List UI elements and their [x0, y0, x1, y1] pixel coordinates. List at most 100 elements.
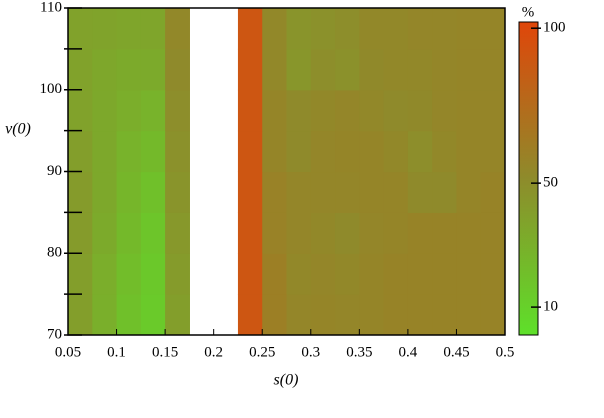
- colorbar-tick-label: 50: [543, 175, 558, 191]
- contour-cell: [407, 212, 433, 254]
- contour-cell: [432, 130, 458, 173]
- contour-cell: [359, 130, 385, 173]
- contour-cell: [456, 89, 482, 132]
- contour-cell: [310, 171, 336, 213]
- contour-cell: [335, 48, 360, 91]
- contour-field: [68, 8, 505, 335]
- contour-cell: [92, 294, 118, 335]
- contour-cell: [68, 48, 93, 91]
- contour-cell: [237, 253, 263, 295]
- y-axis-label: v(0): [5, 121, 31, 138]
- contour-cell: [140, 8, 166, 50]
- contour-cell: [407, 48, 433, 91]
- contour-cell: [456, 171, 482, 213]
- contour-cell: [432, 294, 458, 335]
- contour-cell: [286, 212, 312, 254]
- contour-cell: [237, 130, 263, 173]
- contour-cell: [359, 212, 385, 254]
- contour-cell: [432, 253, 458, 295]
- contour-cell: [480, 294, 505, 335]
- contour-cell: [140, 89, 166, 132]
- x-tick-label: 0.5: [496, 344, 515, 360]
- contour-cell: [335, 212, 360, 254]
- contour-cell: [140, 171, 166, 213]
- colorbar-tick-label: 10: [543, 299, 558, 315]
- contour-cell: [310, 8, 336, 50]
- contour-cell: [335, 130, 360, 173]
- contour-cell: [310, 48, 336, 91]
- contour-cell: [262, 89, 288, 132]
- contour-cell: [68, 294, 93, 335]
- contour-cell: [165, 212, 190, 254]
- contour-cell: [335, 171, 360, 213]
- contour-cell: [116, 294, 142, 335]
- contour-cell: [92, 89, 118, 132]
- contour-cell: [165, 253, 190, 295]
- contour-cell: [432, 89, 458, 132]
- contour-cell: [407, 253, 433, 295]
- colorbar: [518, 21, 539, 336]
- contour-cell: [432, 8, 458, 50]
- contour-cell: [165, 171, 190, 213]
- contour-cell: [286, 171, 312, 213]
- contour-cell: [140, 130, 166, 173]
- x-tick-label: 0.05: [55, 344, 81, 360]
- x-tick-label: 0.15: [152, 344, 178, 360]
- contour-cell: [92, 48, 118, 91]
- contour-cell: [456, 48, 482, 91]
- contour-cell: [262, 212, 288, 254]
- contour-cell: [383, 294, 409, 335]
- contour-cell: [68, 171, 93, 213]
- contour-cell: [116, 48, 142, 91]
- x-tick-label: 0.45: [443, 344, 469, 360]
- contour-cell: [262, 253, 288, 295]
- contour-cell: [262, 171, 288, 213]
- contour-cell: [456, 8, 482, 50]
- contour-cell: [359, 253, 385, 295]
- contour-cell: [310, 294, 336, 335]
- contour-cell: [140, 48, 166, 91]
- contour-cell: [407, 130, 433, 173]
- contour-cell: [92, 212, 118, 254]
- contour-cell: [407, 89, 433, 132]
- contour-cell: [432, 48, 458, 91]
- contour-cell: [480, 48, 505, 91]
- contour-cell: [359, 89, 385, 132]
- contour-cell: [286, 253, 312, 295]
- contour-cell: [165, 294, 190, 335]
- x-tick-label: 0.25: [249, 344, 275, 360]
- contour-cell: [480, 171, 505, 213]
- contour-cell: [456, 212, 482, 254]
- contour-cell: [140, 212, 166, 254]
- contour-cell: [407, 171, 433, 213]
- contour-cell: [335, 253, 360, 295]
- contour-cell: [68, 8, 93, 50]
- contour-cell: [480, 89, 505, 132]
- contour-cell: [383, 89, 409, 132]
- contour-cell: [456, 253, 482, 295]
- contour-cell: [68, 130, 93, 173]
- contour-cell: [480, 8, 505, 50]
- contour-cell: [480, 130, 505, 173]
- contour-cell: [359, 48, 385, 91]
- contour-cell: [116, 253, 142, 295]
- contour-cell: [310, 212, 336, 254]
- y-tick-label: 100: [40, 81, 63, 97]
- contour-cell: [383, 212, 409, 254]
- contour-cell: [286, 294, 312, 335]
- contour-cell: [165, 8, 190, 50]
- contour-cell: [359, 171, 385, 213]
- contour-cell: [68, 253, 93, 295]
- contour-cell: [407, 294, 433, 335]
- contour-cell: [237, 48, 263, 91]
- contour-cell: [237, 89, 263, 132]
- y-tick-label: 110: [40, 0, 62, 15]
- x-tick-label: 0.1: [107, 344, 126, 360]
- x-tick-label: 0.35: [346, 344, 372, 360]
- contour-cell: [359, 8, 385, 50]
- contour-cell: [432, 212, 458, 254]
- colorbar-tick-label: 100: [543, 20, 566, 36]
- contour-cell: [335, 89, 360, 132]
- contour-cell: [140, 253, 166, 295]
